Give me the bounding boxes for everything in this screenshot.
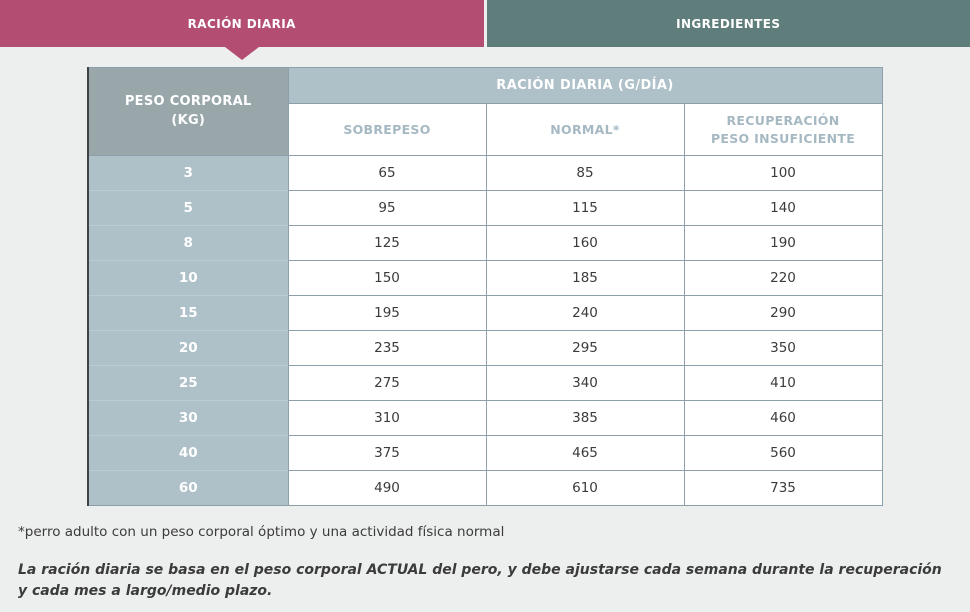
value-cell: 295 — [485, 330, 685, 366]
table-row: 8 125 160 190 — [88, 225, 883, 261]
value-cell: 195 — [287, 295, 487, 331]
weight-cell: 20 — [88, 330, 289, 366]
weight-cell: 5 — [88, 190, 289, 226]
value-cell: 95 — [287, 190, 487, 226]
column-header-normal: NORMAL* — [485, 103, 685, 156]
tab-racion-diaria[interactable]: RACIÓN DIARIA — [0, 0, 484, 47]
table-row: 60 490 610 735 — [88, 470, 883, 506]
value-cell: 65 — [287, 155, 487, 191]
value-cell: 310 — [287, 400, 487, 436]
table-row: 40 375 465 560 — [88, 435, 883, 471]
weight-cell: 15 — [88, 295, 289, 331]
value-cell: 185 — [485, 260, 685, 296]
value-cell: 460 — [683, 400, 883, 436]
value-cell: 560 — [683, 435, 883, 471]
corner-header-peso-corporal: PESO CORPORAL (KG) — [87, 67, 289, 156]
table-row: 20 235 295 350 — [88, 330, 883, 366]
value-cell: 240 — [485, 295, 685, 331]
weight-cell: 60 — [88, 470, 289, 506]
table-row: 10 150 185 220 — [88, 260, 883, 296]
weight-cell: 3 — [88, 155, 289, 191]
value-cell: 610 — [485, 470, 685, 506]
table-row: 5 95 115 140 — [88, 190, 883, 226]
group-header-row: PESO CORPORAL (KG) RACIÓN DIARIA (G/DÍA) — [87, 67, 883, 156]
column-header-recuperacion: RECUPERACIÓN PESO INSUFICIENTE — [683, 103, 883, 156]
weight-cell: 25 — [88, 365, 289, 401]
tab-bar: RACIÓN DIARIA INGREDIENTES — [0, 0, 970, 60]
notes-section: *perro adulto con un peso corporal óptim… — [0, 506, 970, 602]
table-body: 3 65 85 100 5 95 115 140 8 125 160 190 10 150 185 220 15… — [88, 155, 883, 506]
value-cell: 100 — [683, 155, 883, 191]
daily-ration-table: PESO CORPORAL (KG) RACIÓN DIARIA (G/DÍA)… — [87, 67, 883, 506]
asterisk-footnote: *perro adulto con un peso corporal óptim… — [18, 524, 505, 540]
table-row: 3 65 85 100 — [88, 155, 883, 191]
value-cell: 735 — [683, 470, 883, 506]
column-header-row: SOBREPESO NORMAL* RECUPERACIÓN PESO INSU… — [88, 103, 883, 156]
value-cell: 235 — [287, 330, 487, 366]
value-cell: 115 — [485, 190, 685, 226]
table-row: 15 195 240 290 — [88, 295, 883, 331]
value-cell: 275 — [287, 365, 487, 401]
value-cell: 465 — [485, 435, 685, 471]
active-tab-pointer-icon — [225, 47, 259, 60]
weight-cell: 40 — [88, 435, 289, 471]
value-cell: 85 — [485, 155, 685, 191]
weight-cell: 10 — [88, 260, 289, 296]
tab-racion-diaria-label: RACIÓN DIARIA — [187, 16, 296, 31]
value-cell: 160 — [485, 225, 685, 261]
group-header-racion-diaria: RACIÓN DIARIA (G/DÍA) — [287, 67, 883, 104]
value-cell: 375 — [287, 435, 487, 471]
table-row: 25 275 340 410 — [88, 365, 883, 401]
bold-footnote: La ración diaria se basa en el peso corp… — [18, 562, 942, 599]
value-cell: 220 — [683, 260, 883, 296]
column-header-sobrepeso: SOBREPESO — [287, 103, 487, 156]
value-cell: 410 — [683, 365, 883, 401]
value-cell: 190 — [683, 225, 883, 261]
table-zone: PESO CORPORAL (KG) RACIÓN DIARIA (G/DÍA)… — [0, 47, 970, 506]
weight-cell: 8 — [88, 225, 289, 261]
weight-cell: 30 — [88, 400, 289, 436]
value-cell: 490 — [287, 470, 487, 506]
value-cell: 340 — [485, 365, 685, 401]
value-cell: 140 — [683, 190, 883, 226]
value-cell: 125 — [287, 225, 487, 261]
value-cell: 150 — [287, 260, 487, 296]
tab-ingredientes-label: INGREDIENTES — [676, 16, 781, 31]
tab-ingredientes[interactable]: INGREDIENTES — [486, 0, 970, 47]
table-row: 30 310 385 460 — [88, 400, 883, 436]
value-cell: 385 — [485, 400, 685, 436]
value-cell: 290 — [683, 295, 883, 331]
value-cell: 350 — [683, 330, 883, 366]
